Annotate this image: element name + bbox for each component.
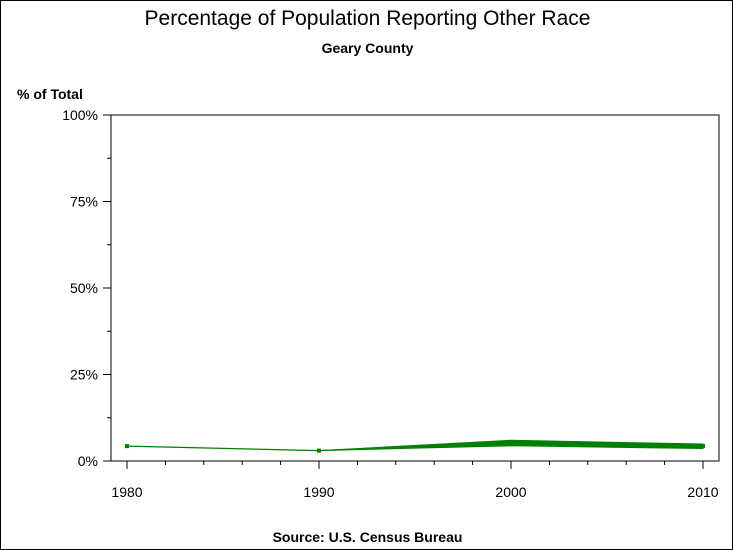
y-tick-label: 75% (70, 194, 98, 210)
x-axis: 1980 1990 2000 2010 (111, 461, 719, 500)
x-tick-label: 1980 (111, 484, 142, 500)
data-point (509, 440, 513, 445)
y-axis-label: % of Total (17, 86, 83, 102)
y-tick-label: 50% (70, 280, 98, 296)
x-tick-label: 1990 (303, 484, 334, 500)
series-line (126, 442, 704, 452)
chart-title: Percentage of Population Reporting Other… (144, 7, 591, 30)
x-tick-label: 2010 (687, 484, 718, 500)
data-point (701, 444, 705, 449)
source-note: Source: U.S. Census Bureau (272, 529, 463, 545)
plot-area (110, 114, 720, 462)
data-point (317, 448, 321, 453)
chart-subtitle: Geary County (321, 40, 414, 56)
series-layer (125, 439, 705, 453)
y-tick-label: 0% (78, 453, 98, 469)
y-tick-label: 100% (62, 107, 98, 123)
y-tick-label: 25% (70, 367, 98, 383)
x-tick-label: 2000 (495, 484, 526, 500)
y-axis: 0% 25% 50% 75% 100% (62, 107, 111, 469)
data-point (125, 444, 129, 449)
